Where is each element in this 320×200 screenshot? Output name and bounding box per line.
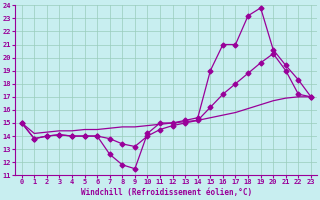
X-axis label: Windchill (Refroidissement éolien,°C): Windchill (Refroidissement éolien,°C) — [81, 188, 252, 197]
